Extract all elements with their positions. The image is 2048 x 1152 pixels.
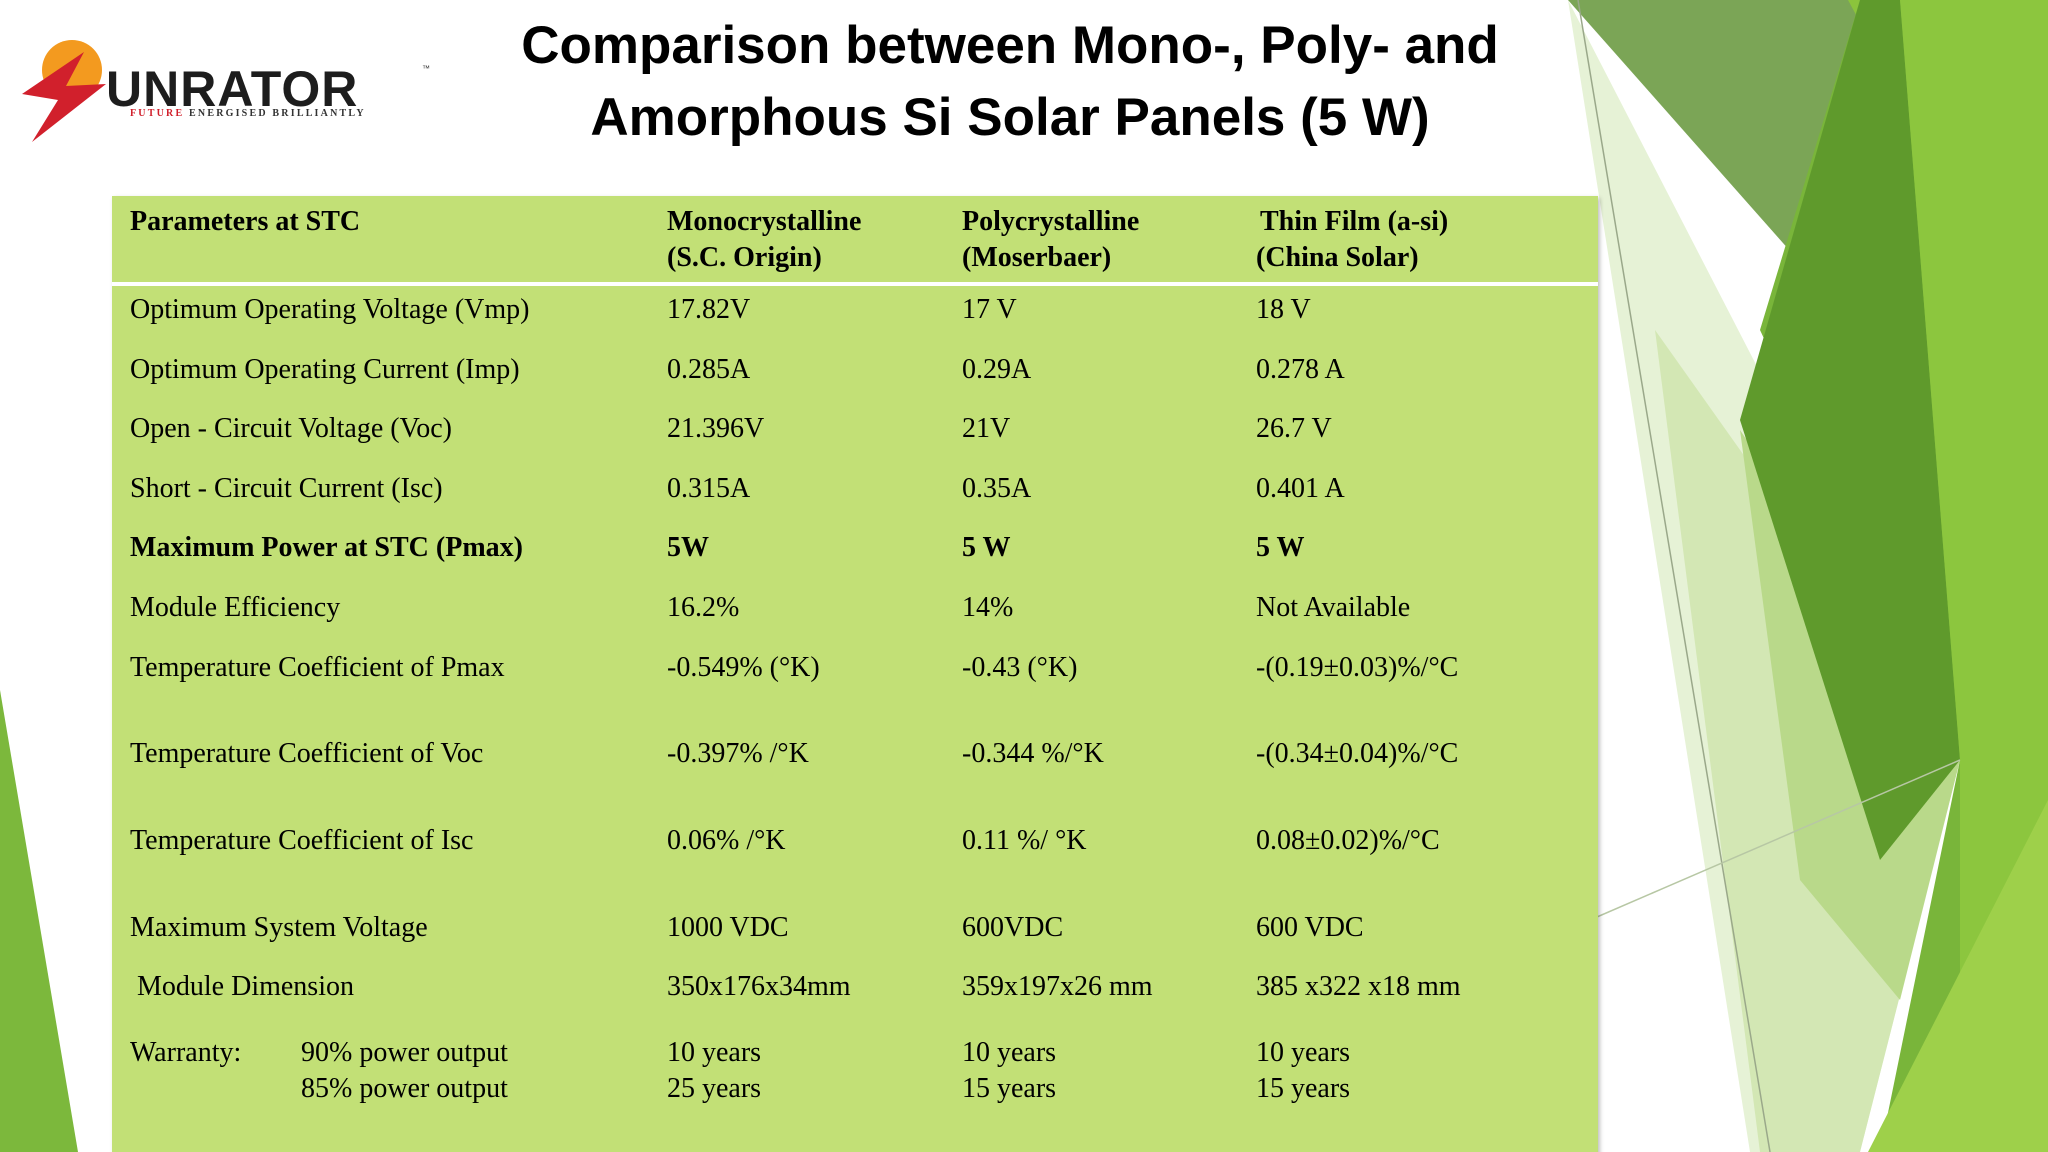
header-mono: Monocrystalline [667,206,862,237]
row-mono: 16.2% [667,592,740,623]
row-poly: 5 W [962,532,1011,563]
row-param: Optimum Operating Voltage (Vmp) [130,294,530,325]
row-param: Temperature Coefficient of Pmax [130,652,505,683]
warranty-mono: 10 years [667,1037,762,1068]
row-mono: 1000 VDC [667,912,789,943]
row-poly: 600VDC [962,912,1064,943]
warranty-thin: 15 years [1256,1073,1351,1104]
header-thin: Thin Film (a-si) [1260,206,1449,237]
deco-line [1577,0,1771,1152]
row-thin: 0.401 A [1256,473,1345,504]
title-line: Comparison between Mono-, Poly- and [521,16,1499,75]
row-mono: 17.82V [667,294,751,325]
row-thin: 0.08±0.02)%/°C [1256,825,1440,856]
row-poly: 359x197x26 mm [962,971,1153,1002]
row-thin: 18 V [1256,294,1311,325]
row-param: Open - Circuit Voltage (Voc) [130,413,452,444]
header-poly-origin: (Moserbaer) [962,242,1112,273]
title-line: Amorphous Si Solar Panels (5 W) [590,88,1430,147]
row-poly: 0.35A [962,473,1032,504]
warranty-poly: 10 years [962,1037,1057,1068]
row-mono: 0.285A [667,354,751,385]
row-mono: -0.549% (°K) [667,652,820,683]
row-thin: 385 x322 x18 mm [1256,971,1461,1002]
header-mono-origin: (S.C. Origin) [667,242,822,273]
warranty-poly: 15 years [962,1073,1057,1104]
row-poly: 17 V [962,294,1017,325]
row-mono: 350x176x34mm [667,971,851,1002]
warranty-thin: 10 years [1256,1037,1351,1068]
row-mono: 0.06% /°K [667,825,786,856]
header-parameters: Parameters at STC [130,206,361,237]
row-poly: 0.11 %/ °K [962,825,1087,856]
row-mono: 0.315A [667,473,751,504]
header-poly: Polycrystalline [962,206,1140,237]
table-header: Parameters at STC Monocrystalline (S.C. … [112,196,1598,286]
logo-wordmark: UNRATOR [106,61,359,117]
row-mono: -0.397% /°K [667,738,809,769]
row-thin: 600 VDC [1256,912,1364,943]
row-param: Maximum System Voltage [130,912,428,943]
sun-bolt-icon [22,40,106,142]
warranty-line: 90% power output [301,1037,508,1068]
row-mono: 5W [667,532,709,563]
row-poly: 0.29A [962,354,1032,385]
row-thin: 0.278 A [1256,354,1345,385]
row-thin: -(0.34±0.04)%/°C [1256,738,1459,769]
left-green-shape [0,690,78,1152]
row-param: Temperature Coefficient of Isc [130,825,474,856]
row-thin: 5 W [1256,532,1305,563]
row-param: Module Efficiency [130,592,341,623]
row-thin: Not Available [1256,592,1411,623]
right-shape-dark [1740,0,1960,860]
warranty-label: Warranty: [130,1037,242,1068]
deco-line [1589,759,1961,921]
logo-tagline: FUTURE ENERGISED BRILLIANTLY [130,108,366,119]
sunrator-logo: UNRATOR ™ FUTURE ENERGISED BRILLIANTLY [14,34,434,144]
row-param: Maximum Power at STC (Pmax) [130,532,523,563]
comparison-table: Parameters at STC Monocrystalline (S.C. … [112,196,1598,1152]
row-poly: -0.344 %/°K [962,738,1104,769]
row-thin: 26.7 V [1256,413,1332,444]
row-param: Short - Circuit Current (Isc) [130,473,443,504]
logo-trademark: ™ [422,64,430,73]
right-shape-bottom [1868,800,2048,1152]
row-poly: 21V [962,413,1011,444]
warranty-line: 85% power output [301,1073,508,1104]
row-thin: -(0.19±0.03)%/°C [1256,652,1459,683]
row-poly: -0.43 (°K) [962,652,1078,683]
warranty-mono: 25 years [667,1073,762,1104]
right-shape-bright [1900,0,2048,1152]
slide-title: Comparison between Mono-, Poly- and Amor… [470,10,1550,154]
row-poly: 14% [962,592,1014,623]
row-param: Optimum Operating Current (Imp) [130,354,520,385]
row-mono: 21.396V [667,413,765,444]
header-thin-origin: (China Solar) [1256,242,1419,273]
row-param: Temperature Coefficient of Voc [130,738,484,769]
row-param: Module Dimension [137,971,354,1002]
